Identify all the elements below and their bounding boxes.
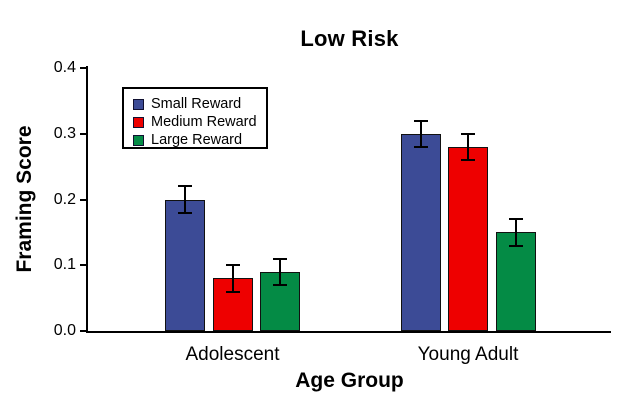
legend-swatch-icon bbox=[133, 116, 144, 128]
x-axis-line bbox=[86, 331, 611, 333]
error-bar-cap-top bbox=[178, 185, 192, 188]
y-tick-mark bbox=[80, 198, 87, 201]
error-bar-line bbox=[514, 219, 517, 246]
y-tick-label: 0.3 bbox=[53, 124, 76, 142]
error-bar-cap-bottom bbox=[508, 244, 523, 247]
bar-medium-reward bbox=[212, 278, 253, 331]
x-axis-label: Age Group bbox=[295, 369, 404, 392]
error-bar-cap-top bbox=[508, 218, 523, 221]
bar-small-reward bbox=[400, 133, 441, 331]
error-bar-cap-top bbox=[273, 257, 287, 260]
y-tick-label: 0.1 bbox=[53, 256, 76, 274]
category-label-young-adult: Young Adult bbox=[417, 344, 519, 365]
bar-small-reward bbox=[165, 199, 205, 331]
y-tick-label: 0.4 bbox=[53, 59, 76, 76]
error-bar-line bbox=[467, 133, 469, 161]
error-bar-cap-bottom bbox=[413, 145, 428, 148]
legend-swatch-icon bbox=[133, 98, 144, 110]
error-bar-line bbox=[231, 265, 234, 292]
error-bar-cap-top bbox=[225, 264, 240, 267]
error-bar-cap-bottom bbox=[461, 159, 475, 162]
legend-entry: Large Reward bbox=[133, 131, 266, 149]
error-bar-line bbox=[184, 186, 186, 213]
y-tick-mark bbox=[80, 67, 87, 69]
legend-entry: Medium Reward bbox=[133, 113, 266, 131]
category-label-adolescent: Adolescent bbox=[185, 344, 280, 365]
legend: Small Reward Medium Reward Large Reward bbox=[122, 87, 268, 149]
y-tick-label: 0.0 bbox=[53, 322, 76, 339]
legend-entry: Small Reward bbox=[133, 95, 266, 113]
y-tick-mark bbox=[80, 132, 87, 135]
legend-label: Large Reward bbox=[151, 132, 243, 148]
y-axis-line bbox=[86, 66, 88, 333]
y-axis-label: Framing Score bbox=[13, 125, 36, 273]
error-bar-cap-top bbox=[461, 132, 475, 135]
y-tick-label: 0.2 bbox=[53, 190, 76, 208]
y-tick-mark bbox=[80, 264, 87, 267]
bar-large-reward bbox=[495, 232, 536, 331]
legend-label: Medium Reward bbox=[151, 114, 257, 130]
error-bar-line bbox=[419, 120, 422, 147]
plot-area: 0.0 0.1 0.2 0.3 0.4 Adolescent Young Adult bbox=[54, 59, 611, 365]
error-bar-cap-bottom bbox=[178, 211, 192, 214]
chart-title: Low Risk bbox=[300, 26, 399, 51]
legend-swatch-icon bbox=[133, 134, 144, 146]
error-bar-cap-top bbox=[413, 119, 428, 122]
legend-label: Small Reward bbox=[151, 96, 242, 112]
error-bar-cap-bottom bbox=[225, 290, 240, 293]
error-bar-cap-bottom bbox=[273, 283, 287, 286]
bar-medium-reward bbox=[448, 146, 488, 331]
y-tick-mark bbox=[80, 330, 87, 332]
error-bar-line bbox=[279, 258, 281, 285]
